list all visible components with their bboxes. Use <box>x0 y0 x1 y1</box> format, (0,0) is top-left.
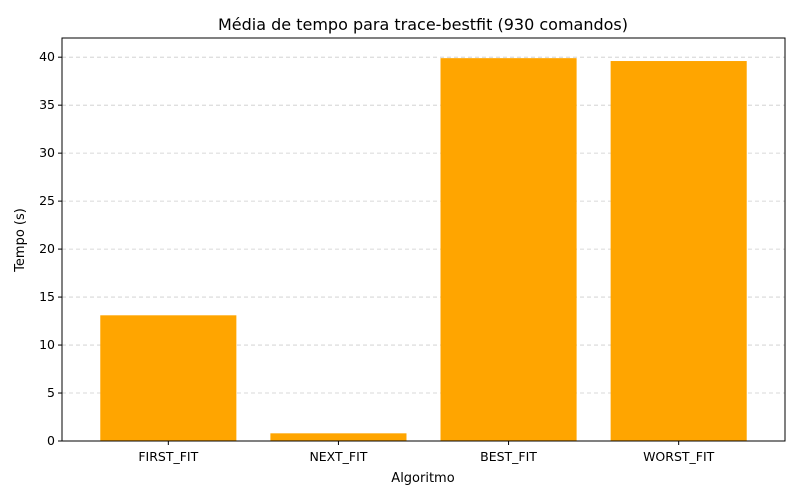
y-tick-label: 5 <box>47 385 55 400</box>
x-axis-ticks: FIRST_FIT NEXT_FIT BEST_FIT WORST_FIT <box>138 441 715 464</box>
plot-frame <box>61 37 786 442</box>
bar-first-fit <box>100 315 237 441</box>
x-tick-label: FIRST_FIT <box>138 449 198 464</box>
x-axis-label: Algoritmo <box>391 471 454 486</box>
y-tick-label: 10 <box>39 337 55 352</box>
chart-title: Média de tempo para trace-bestfit (930 c… <box>218 15 628 34</box>
bar-worst-fit <box>610 61 747 442</box>
y-tick-label: 20 <box>39 241 55 256</box>
y-tick-label: 30 <box>39 145 55 160</box>
y-tick-label: 35 <box>39 97 55 112</box>
y-tick-label: 40 <box>39 49 55 64</box>
y-tick-label: 0 <box>47 433 55 448</box>
x-tick-label: WORST_FIT <box>643 449 715 464</box>
bar-next-fit <box>270 433 407 441</box>
y-tick-label: 25 <box>39 193 55 208</box>
y-axis-label: Tempo (s) <box>13 208 28 273</box>
x-tick-label: NEXT_FIT <box>309 449 367 464</box>
y-axis-ticks: 0 5 10 15 20 25 30 35 40 <box>39 49 62 448</box>
y-tick-label: 15 <box>39 289 55 304</box>
bar-best-fit <box>440 58 577 442</box>
bars <box>100 58 747 442</box>
x-tick-label: BEST_FIT <box>480 449 537 464</box>
